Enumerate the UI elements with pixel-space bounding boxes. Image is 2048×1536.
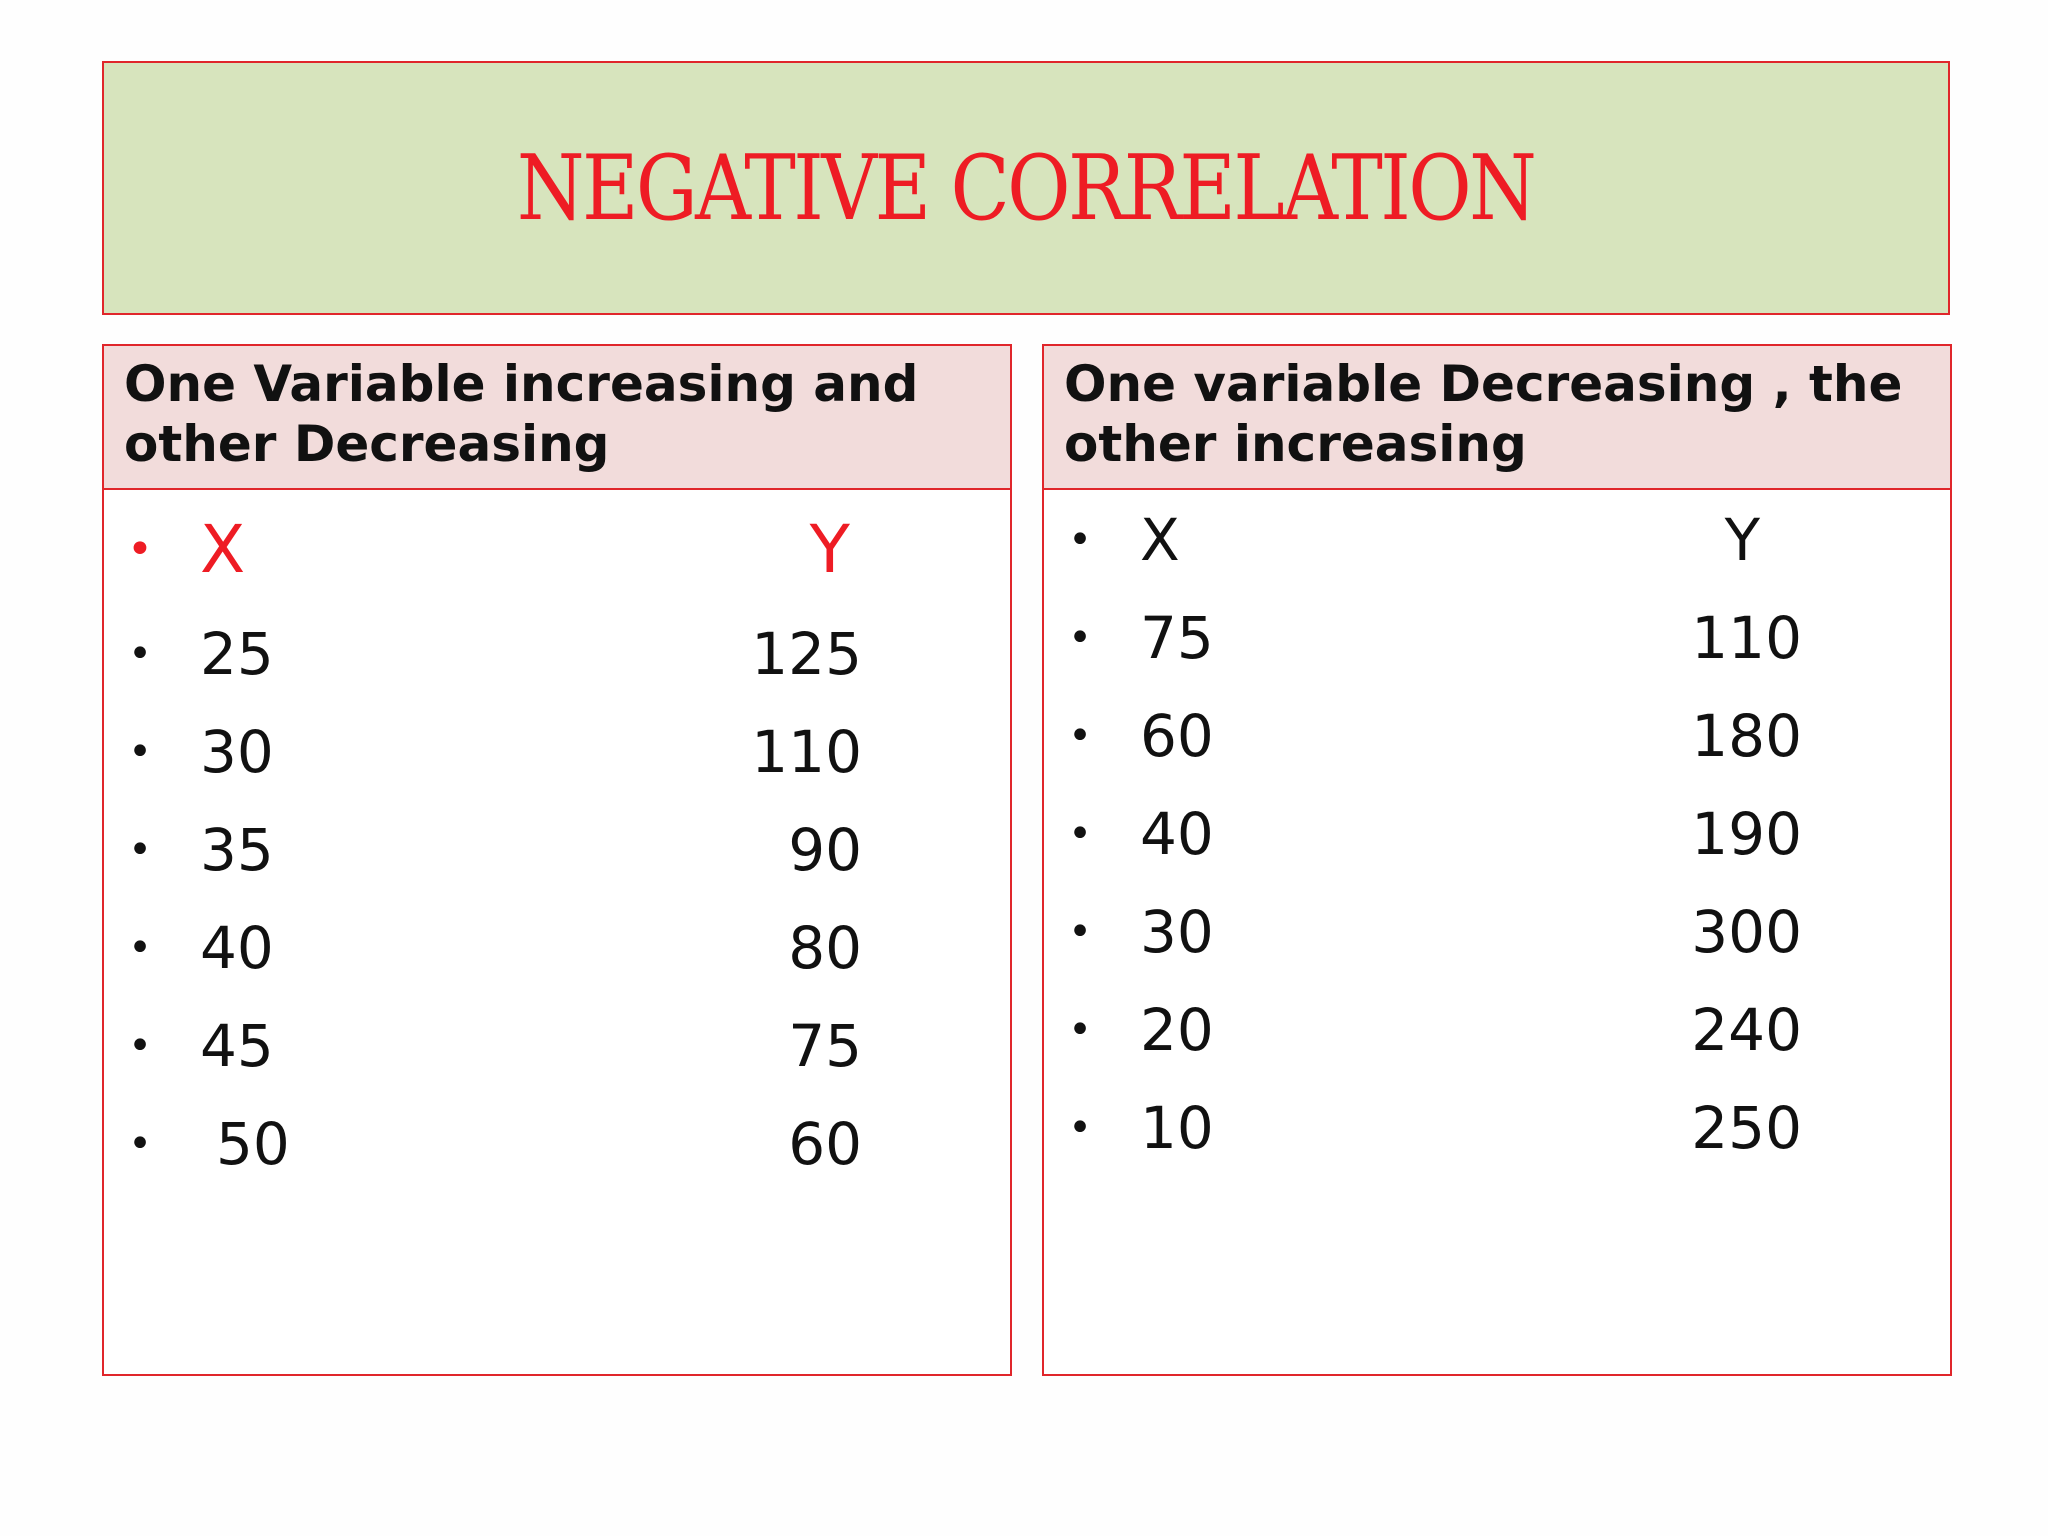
x-value: 30: [200, 718, 274, 786]
slide-title: NEGATIVE CORRELATION: [517, 135, 1537, 241]
left-data-row: • 35 90: [104, 810, 1010, 890]
y-value: 190: [1691, 800, 1802, 868]
bullet-icon: •: [1068, 615, 1092, 661]
bullet-icon: •: [1068, 713, 1092, 759]
left-heading-line1: One Variable increasing and: [124, 355, 919, 413]
y-value: 90: [788, 816, 862, 884]
left-panel-heading: One Variable increasing and other Decrea…: [104, 346, 1010, 490]
right-column-header-row: • X Y: [1044, 500, 1950, 580]
x-value: 25: [200, 620, 274, 688]
left-heading-line2: other Decreasing: [124, 415, 610, 473]
left-col-x-label: X: [200, 511, 246, 588]
bullet-icon: •: [128, 1121, 152, 1167]
left-data-row: • 50 60: [104, 1104, 1010, 1184]
bullet-icon: •: [128, 1023, 152, 1069]
bullet-icon: •: [128, 827, 152, 873]
right-data-row: • 60 180: [1044, 696, 1950, 776]
right-data-row: • 75 110: [1044, 598, 1950, 678]
y-value: 250: [1691, 1094, 1802, 1162]
x-value: 10: [1140, 1094, 1214, 1162]
y-value: 180: [1691, 702, 1802, 770]
left-column-header-row: • X Y: [104, 510, 1010, 590]
y-value: 110: [751, 718, 862, 786]
bullet-icon: •: [128, 729, 152, 775]
right-panel: One variable Decreasing , the other incr…: [1042, 344, 1952, 1376]
x-value: 60: [1140, 702, 1214, 770]
bullet-icon: •: [128, 631, 152, 677]
left-col-y-label: Y: [809, 511, 850, 588]
left-data-row: • 30 110: [104, 712, 1010, 792]
right-heading-line2: other increasing: [1064, 415, 1527, 473]
right-heading-line1: One variable Decreasing , the: [1064, 355, 1903, 413]
bullet-icon: •: [1068, 1105, 1092, 1151]
bullet-icon: •: [1068, 811, 1092, 857]
left-data-row: • 25 125: [104, 614, 1010, 694]
y-value: 240: [1691, 996, 1802, 1064]
bullet-icon: •: [127, 524, 153, 575]
y-value: 60: [788, 1110, 862, 1178]
x-value: 20: [1140, 996, 1214, 1064]
x-value: 40: [200, 914, 274, 982]
y-value: 110: [1691, 604, 1802, 672]
left-data-row: • 40 80: [104, 908, 1010, 988]
x-value: 50: [216, 1110, 290, 1178]
x-value: 35: [200, 816, 274, 884]
right-data-row: • 20 240: [1044, 990, 1950, 1070]
y-value: 75: [788, 1012, 862, 1080]
x-value: 75: [1140, 604, 1214, 672]
x-value: 45: [200, 1012, 274, 1080]
x-value: 30: [1140, 898, 1214, 966]
bullet-icon: •: [1068, 909, 1092, 955]
right-data-row: • 40 190: [1044, 794, 1950, 874]
right-col-y-label: Y: [1724, 506, 1760, 574]
right-panel-heading: One variable Decreasing , the other incr…: [1044, 346, 1950, 490]
left-panel: One Variable increasing and other Decrea…: [102, 344, 1012, 1376]
bullet-icon: •: [128, 925, 152, 971]
right-col-x-label: X: [1140, 506, 1180, 574]
x-value: 40: [1140, 800, 1214, 868]
title-banner: NEGATIVE CORRELATION: [102, 61, 1950, 315]
right-data-row: • 30 300: [1044, 892, 1950, 972]
bullet-icon: •: [1068, 1007, 1092, 1053]
bullet-icon: •: [1068, 517, 1092, 563]
left-data-row: • 45 75: [104, 1006, 1010, 1086]
y-value: 80: [788, 914, 862, 982]
y-value: 125: [751, 620, 862, 688]
right-data-row: • 10 250: [1044, 1088, 1950, 1168]
y-value: 300: [1691, 898, 1802, 966]
